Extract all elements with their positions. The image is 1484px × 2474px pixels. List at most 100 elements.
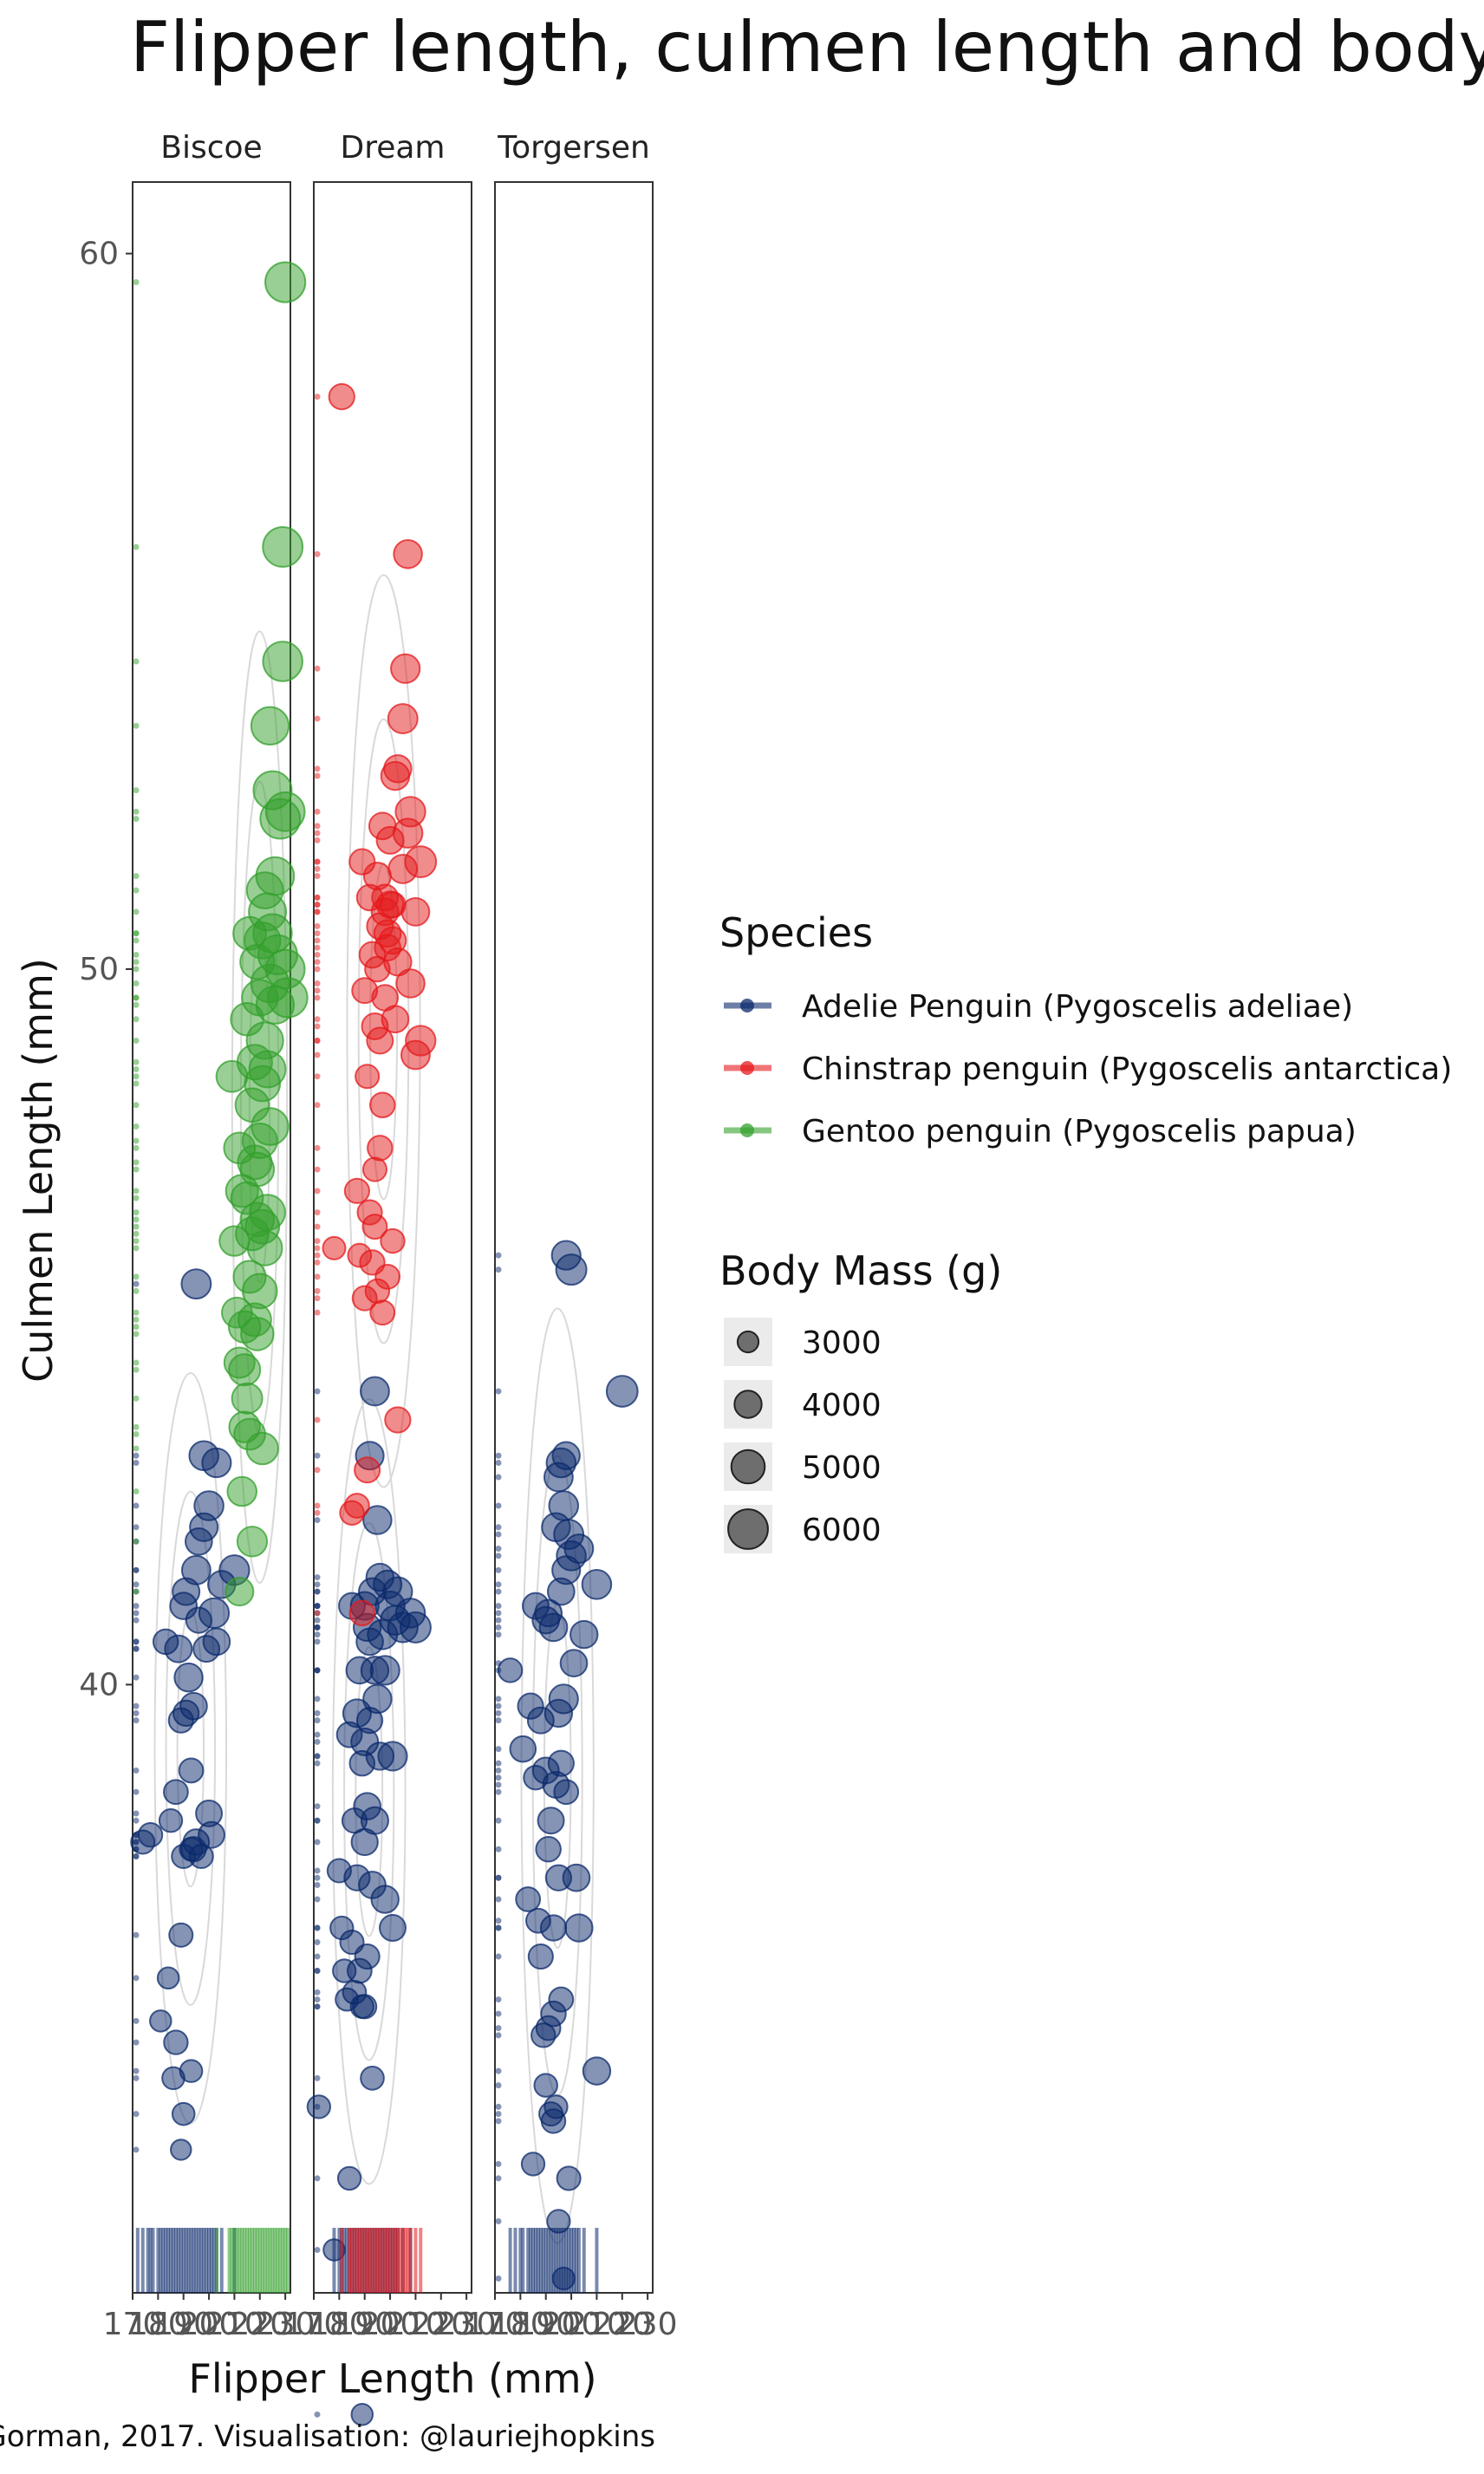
y-rug-point bbox=[133, 1717, 140, 1724]
data-point bbox=[180, 1268, 212, 1300]
y-rug-point bbox=[133, 1016, 140, 1023]
data-point bbox=[393, 538, 423, 570]
y-rug-point bbox=[314, 858, 321, 865]
y-rug-point bbox=[314, 1617, 321, 1624]
y-rug-point bbox=[133, 1617, 140, 1624]
y-rug-point bbox=[314, 994, 321, 1001]
y-rug-point bbox=[314, 894, 321, 901]
y-rug-point bbox=[133, 1216, 140, 1223]
data-point bbox=[198, 1597, 231, 1629]
y-rug-point bbox=[495, 1788, 502, 1795]
data-point bbox=[137, 1822, 164, 1848]
y-rug-point bbox=[314, 1717, 321, 1724]
legend: Species Body Mass (g) Adelie Penguin (Py… bbox=[719, 909, 1452, 1553]
y-rug-point bbox=[314, 2003, 321, 2010]
data-point bbox=[241, 1273, 278, 1310]
y-rug-point bbox=[133, 1538, 140, 1545]
y-rug-point bbox=[314, 1166, 321, 1173]
data-point bbox=[360, 1376, 390, 1407]
y-rug-point bbox=[314, 873, 321, 880]
x-tick-label: 210 bbox=[567, 2307, 627, 2342]
y-rug-point bbox=[495, 1566, 502, 1573]
x-tick-label: 230 bbox=[437, 2307, 497, 2342]
y-rug-point bbox=[314, 922, 321, 929]
y-rug-point bbox=[495, 2010, 502, 2017]
y-rug-point bbox=[495, 1610, 502, 1617]
y-rug-point bbox=[495, 1953, 502, 1960]
y-rug-point bbox=[314, 1817, 321, 1824]
y-rug-point bbox=[495, 2103, 502, 2110]
y-rug-point bbox=[314, 908, 321, 915]
data-point bbox=[344, 1493, 370, 1519]
data-point bbox=[156, 1966, 180, 1990]
y-rug-point bbox=[314, 1295, 321, 1302]
chart-caption: Data: Gorman, 2017. Visualisation: @laur… bbox=[0, 2419, 655, 2454]
y-rug-point bbox=[495, 1709, 502, 1716]
data-point bbox=[395, 968, 426, 999]
y-tick-label: 50 bbox=[79, 952, 119, 987]
x-tick-label: 190 bbox=[335, 2307, 394, 2342]
y-rug-point bbox=[495, 1603, 502, 1610]
data-point bbox=[262, 641, 303, 682]
y-rug-point bbox=[314, 1760, 321, 1767]
y-tick-label: 40 bbox=[79, 1667, 119, 1703]
data-point bbox=[548, 1683, 579, 1715]
data-point bbox=[533, 2073, 558, 2098]
y-rug-point bbox=[314, 1624, 321, 1631]
data-point bbox=[179, 2059, 204, 2083]
y-rug-point bbox=[133, 1331, 140, 1338]
data-point bbox=[548, 1490, 580, 1521]
data-point bbox=[201, 1447, 232, 1479]
y-rug-point bbox=[133, 1230, 140, 1237]
y-rug-point bbox=[495, 2025, 502, 2032]
x-tick-label: 170 bbox=[284, 2307, 344, 2342]
data-point bbox=[164, 1634, 193, 1663]
y-rug-point bbox=[314, 1631, 321, 1638]
data-point bbox=[361, 1156, 387, 1182]
y-rug-point bbox=[314, 1882, 321, 1889]
y-rug-point bbox=[133, 1588, 140, 1595]
data-point bbox=[362, 1683, 393, 1715]
y-rug-point bbox=[133, 1452, 140, 1459]
y-rug-point bbox=[133, 1817, 140, 1824]
data-point bbox=[605, 1375, 639, 1408]
y-rug-point bbox=[314, 1016, 321, 1023]
data-point bbox=[232, 915, 267, 951]
data-point bbox=[582, 2056, 612, 2086]
data-point bbox=[264, 261, 307, 303]
data-point bbox=[551, 1441, 581, 1470]
y-rug-point bbox=[314, 1581, 321, 1588]
data-point bbox=[360, 1806, 389, 1835]
y-tick-label: 60 bbox=[79, 237, 119, 272]
y-rug-point bbox=[314, 550, 321, 557]
data-point bbox=[249, 1194, 286, 1231]
y-rug-point bbox=[133, 873, 140, 880]
data-point bbox=[354, 1943, 381, 1970]
data-point bbox=[170, 2139, 192, 2161]
y-rug-point bbox=[133, 2074, 140, 2081]
y-rug-point bbox=[495, 1460, 502, 1467]
data-point bbox=[547, 1749, 575, 1777]
data-point bbox=[381, 1005, 410, 1034]
y-rug-point bbox=[314, 865, 321, 872]
y-rug-point bbox=[314, 959, 321, 966]
y-rug-point bbox=[133, 1195, 140, 1201]
y-axis-title: Culmen Length (mm) bbox=[15, 958, 62, 1383]
y-rug-point bbox=[133, 1395, 140, 1402]
y-rug-point bbox=[133, 1430, 140, 1437]
y-rug-point bbox=[314, 1939, 321, 1946]
data-point bbox=[520, 2152, 546, 2177]
legend-dot bbox=[740, 1123, 754, 1137]
y-rug-point bbox=[495, 1781, 502, 1788]
data-point bbox=[226, 1475, 258, 1507]
y-rug-point bbox=[133, 1309, 140, 1316]
y-rug-point bbox=[133, 658, 140, 665]
data-point bbox=[348, 1599, 376, 1627]
y-rug-point bbox=[314, 1259, 321, 1266]
y-rug-point bbox=[495, 1531, 502, 1538]
data-point bbox=[180, 1554, 212, 1585]
y-rug-point bbox=[133, 1073, 140, 1080]
